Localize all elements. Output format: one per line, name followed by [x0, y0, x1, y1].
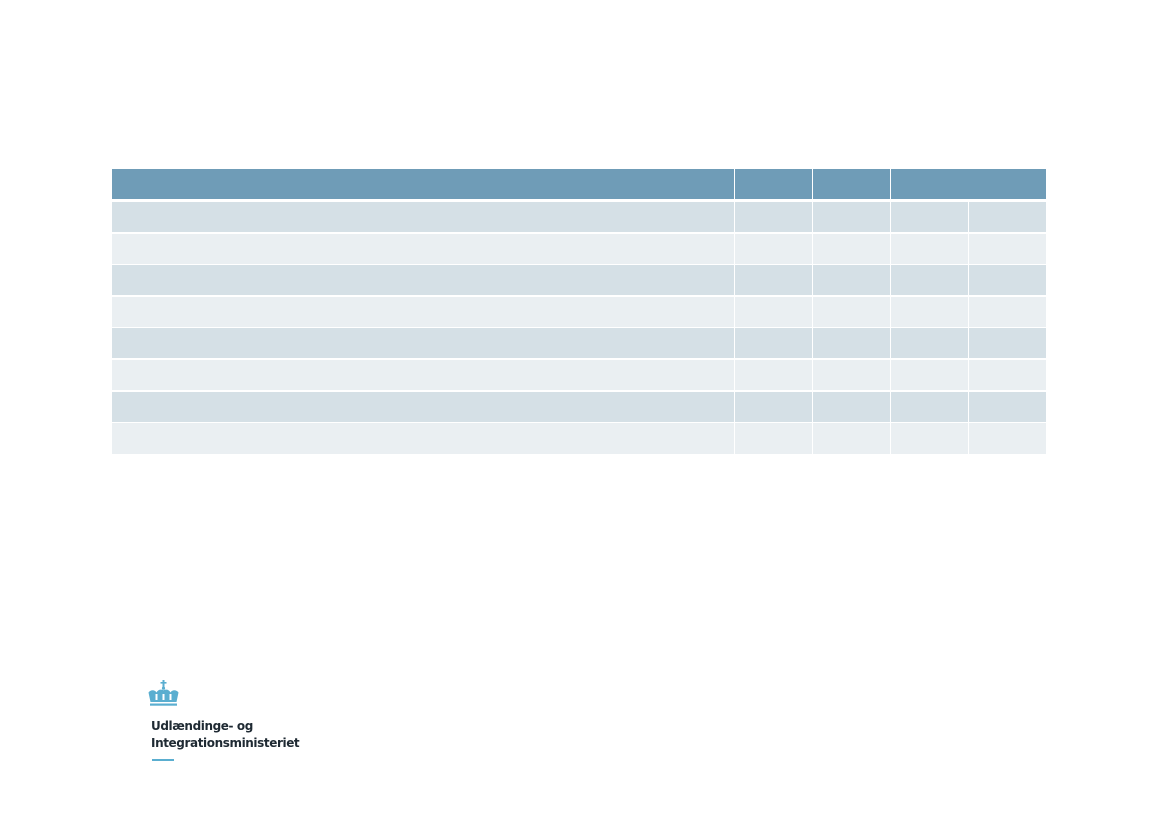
ministry-name-line-1: Udlændinge- og — [151, 719, 253, 733]
table-cell — [891, 360, 968, 390]
cell-divider — [890, 391, 891, 422]
table-cell — [891, 234, 968, 264]
cell-divider — [968, 391, 969, 422]
cell-divider — [890, 296, 891, 327]
cell-divider — [968, 233, 969, 264]
cell-divider — [968, 202, 969, 232]
table-row — [112, 423, 1046, 455]
table-cell — [813, 234, 890, 264]
cell-divider — [812, 265, 813, 296]
ministry-name-line-2: Integrationsministeriet — [151, 736, 300, 750]
table-cell — [735, 265, 812, 295]
table-cell — [969, 328, 1046, 358]
table-cell — [112, 297, 734, 327]
ministry-logo: Udlændinge- og Integrationsministeriet — [147, 680, 347, 770]
table-cell — [735, 234, 812, 264]
table-row — [112, 202, 1046, 232]
data-table — [112, 169, 1046, 455]
cell-divider — [968, 359, 969, 390]
table-cell — [112, 234, 734, 264]
table-header-row — [112, 169, 1046, 199]
table-cell — [969, 234, 1046, 264]
table-cell — [969, 360, 1046, 390]
cell-divider — [734, 391, 735, 422]
cell-divider — [734, 202, 735, 232]
table-cell — [813, 202, 890, 232]
table-cell — [112, 360, 734, 390]
table-cell — [112, 423, 734, 454]
table-row — [112, 391, 1046, 422]
table-cell — [891, 265, 968, 295]
cell-divider — [734, 423, 735, 455]
table-cell — [813, 265, 890, 295]
table-cell — [891, 202, 968, 232]
header-divider — [734, 169, 735, 199]
table-cell — [813, 423, 890, 454]
table-cell — [813, 392, 890, 422]
table-cell — [735, 202, 812, 232]
table-cell — [891, 297, 968, 327]
cell-divider — [812, 296, 813, 327]
table-cell — [735, 423, 812, 454]
cell-divider — [812, 233, 813, 264]
cell-divider — [968, 296, 969, 327]
cell-divider — [890, 202, 891, 232]
table-cell — [891, 392, 968, 422]
ministry-name: Udlændinge- og Integrationsministeriet — [151, 718, 300, 752]
table-cell — [891, 328, 968, 358]
cell-divider — [812, 391, 813, 422]
table-cell — [969, 297, 1046, 327]
header-divider — [812, 169, 813, 199]
header-cell-3 — [813, 169, 890, 199]
table-row — [112, 265, 1046, 296]
header-divider — [890, 169, 891, 199]
cell-divider — [812, 202, 813, 232]
cell-divider — [890, 265, 891, 296]
cell-divider — [734, 265, 735, 296]
cell-divider — [968, 265, 969, 296]
table-cell — [112, 328, 734, 358]
table-cell — [813, 328, 890, 358]
table-row — [112, 296, 1046, 327]
table-cell — [112, 392, 734, 422]
logo-underline — [152, 759, 174, 761]
table-row — [112, 233, 1046, 264]
cell-divider — [890, 233, 891, 264]
table-cell — [969, 202, 1046, 232]
crown-icon — [148, 680, 179, 706]
table-cell — [969, 265, 1046, 295]
cell-divider — [890, 359, 891, 390]
table-cell — [891, 423, 968, 454]
cell-divider — [734, 359, 735, 390]
cell-divider — [812, 359, 813, 390]
cell-divider — [734, 233, 735, 264]
table-cell — [735, 360, 812, 390]
table-cell — [969, 392, 1046, 422]
table-cell — [112, 202, 734, 232]
table-row — [112, 328, 1046, 359]
cell-divider — [812, 328, 813, 359]
cell-divider — [890, 423, 891, 455]
table-cell — [735, 328, 812, 358]
header-cell-2 — [735, 169, 812, 199]
cell-divider — [968, 328, 969, 359]
table-cell — [735, 392, 812, 422]
header-cell-1 — [112, 169, 734, 199]
table-row — [112, 359, 1046, 390]
cell-divider — [734, 296, 735, 327]
table-cell — [813, 297, 890, 327]
cell-divider — [734, 328, 735, 359]
table-cell — [112, 265, 734, 295]
table-cell — [969, 423, 1046, 454]
cell-divider — [812, 423, 813, 455]
table-cell — [813, 360, 890, 390]
table-cell — [735, 297, 812, 327]
header-cell-4 — [891, 169, 1046, 199]
cell-divider — [968, 423, 969, 455]
cell-divider — [890, 328, 891, 359]
